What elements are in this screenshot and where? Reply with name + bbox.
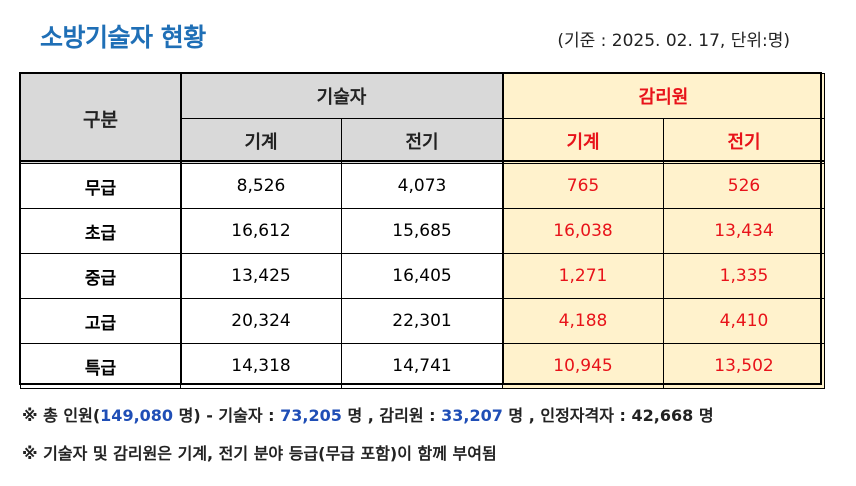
engineer-status-table: 구분 기술자 감리원 기계 전기 기계 전기 무급 8,526 4,073 76… [20,73,825,389]
cell-tech-mechanical: 16,612 [180,208,342,254]
header-group-technician: 기술자 [180,73,503,119]
row-label: 초급 [20,208,181,254]
table-row: 초급 16,612 15,685 16,038 13,434 [20,208,825,254]
cell-tech-mechanical: 20,324 [180,298,342,344]
cell-tech-electrical: 14,741 [341,343,503,389]
cell-sup-electrical: 1,335 [663,253,825,299]
cell-tech-electrical: 15,685 [341,208,503,254]
cell-sup-mechanical: 16,038 [502,208,664,254]
cell-sup-mechanical: 10,945 [502,343,664,389]
header-sup-electrical: 전기 [663,118,825,164]
basis-note: (기준 : 2025. 02. 17, 단위:명) [557,31,790,51]
header-category: 구분 [20,73,181,164]
table-row: 중급 13,425 16,405 1,271 1,335 [20,253,825,299]
header-tech-mechanical: 기계 [180,118,342,164]
cell-sup-electrical: 13,434 [663,208,825,254]
cell-tech-electrical: 16,405 [341,253,503,299]
row-label: 무급 [20,163,181,209]
page-title: 소방기술자 현황 [40,23,206,52]
table-row: 무급 8,526 4,073 765 526 [20,163,825,209]
summary-note: ※ 총 인원(149,080 명) - 기술자 : 73,205 명 , 감리원… [22,406,714,425]
header-sup-mechanical: 기계 [502,118,664,164]
table-row: 특급 14,318 14,741 10,945 13,502 [20,343,825,389]
total-count: 149,080 [100,406,174,425]
cell-sup-electrical: 526 [663,163,825,209]
header-tech-electrical: 전기 [341,118,503,164]
cell-sup-mechanical: 4,188 [502,298,664,344]
cell-tech-mechanical: 13,425 [180,253,342,299]
row-label: 특급 [20,343,181,389]
cell-sup-electrical: 13,502 [663,343,825,389]
table-row: 고급 20,324 22,301 4,188 4,410 [20,298,825,344]
row-label: 고급 [20,298,181,344]
cell-tech-electrical: 4,073 [341,163,503,209]
supervisor-count: 33,207 [441,406,503,425]
cell-tech-mechanical: 8,526 [180,163,342,209]
cell-tech-electrical: 22,301 [341,298,503,344]
row-label: 중급 [20,253,181,299]
cell-tech-mechanical: 14,318 [180,343,342,389]
technician-count: 73,205 [280,406,342,425]
cell-sup-mechanical: 765 [502,163,664,209]
cell-sup-electrical: 4,410 [663,298,825,344]
cell-sup-mechanical: 1,271 [502,253,664,299]
header-group-supervisor: 감리원 [502,73,825,119]
grade-note: ※ 기술자 및 감리원은 기계, 전기 분야 등급(무급 포함)이 함께 부여됨 [22,444,497,463]
